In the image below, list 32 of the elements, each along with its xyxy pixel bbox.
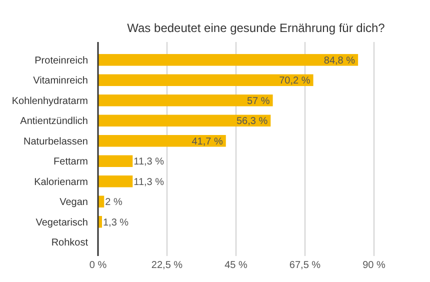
bar bbox=[98, 175, 133, 188]
y-tick-label: Vegan bbox=[60, 197, 88, 208]
data-label: 11,3 % bbox=[134, 156, 164, 168]
data-label: 57 % bbox=[247, 96, 270, 107]
x-tick-label: 90 % bbox=[362, 260, 386, 271]
bar bbox=[98, 74, 314, 86]
y-tick-label: Vitaminreich bbox=[33, 76, 88, 87]
bar bbox=[98, 94, 273, 106]
chart-title: Was bedeutet eine gesunde Ernährung für dich? bbox=[127, 21, 386, 35]
data-label: 2 % bbox=[105, 197, 122, 208]
data-label: 1,3 % bbox=[102, 217, 129, 228]
bar bbox=[98, 114, 271, 127]
data-label: 11,3 % bbox=[134, 176, 164, 188]
x-tick-label: 45 % bbox=[224, 260, 248, 271]
bar bbox=[98, 135, 226, 147]
y-tick-label: Antientzündlich bbox=[20, 116, 88, 128]
data-label: 56,3 % bbox=[236, 116, 268, 128]
y-tick-label: Fettarm bbox=[54, 156, 88, 168]
bar bbox=[98, 155, 133, 167]
y-tick-label: Kalorienarm bbox=[34, 176, 88, 188]
data-label: 84,8 % bbox=[324, 55, 356, 66]
x-tick-label: 67,5 % bbox=[289, 260, 321, 271]
data-label: 41,7 % bbox=[192, 136, 223, 148]
x-tick-label: 0 % bbox=[89, 260, 107, 271]
y-tick-label: Rohkost bbox=[51, 238, 88, 249]
data-label: 70,2 % bbox=[279, 76, 310, 87]
bar bbox=[98, 54, 358, 66]
y-tick-label: Vegetarisch bbox=[36, 217, 88, 228]
y-tick-label: Naturbelassen bbox=[24, 136, 88, 148]
y-tick-label: Kohlenhydratarm bbox=[12, 96, 88, 107]
y-tick-label: Proteinreich bbox=[34, 55, 88, 66]
x-tick-label: 22,5 % bbox=[151, 260, 183, 271]
